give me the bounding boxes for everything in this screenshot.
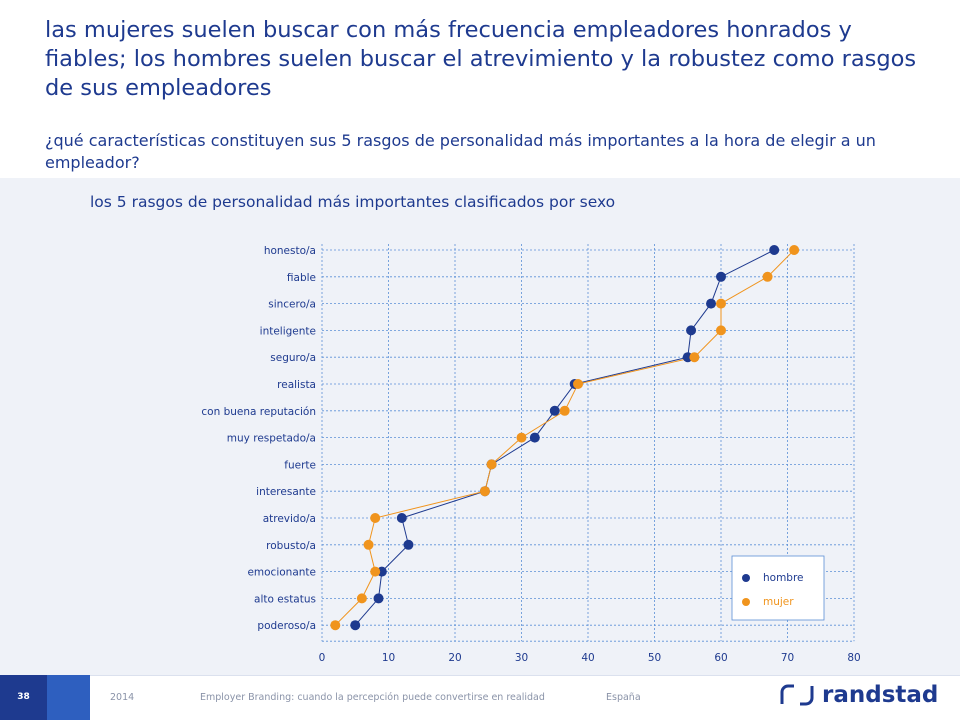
point-mujer [762,271,773,282]
dot-plot-chart: honesto/a fiable sincero/a inteligente segur… [201,244,861,664]
slide-question: ¿qué características constituyen sus 5 r… [45,131,876,172]
point-mujer [486,459,497,470]
point-mujer [689,352,700,363]
point-mujer [789,245,800,255]
grid-layer [321,244,855,642]
category-label: poderoso/a [257,620,316,632]
chart-subtitle: los 5 rasgos de personalidad más importa… [90,193,616,211]
legend-hombre-label: hombre [763,572,804,584]
point-hombre [769,245,780,255]
category-label: inteligente [260,325,316,337]
randstad-logo: randstad [780,682,938,708]
category-labels: honesto/a fiable sincero/a inteligente segur… [201,245,316,632]
category-label: fuerte [284,459,316,471]
point-mujer [516,432,527,443]
page-number: 38 [0,675,47,720]
footer-year: 2014 [110,692,135,703]
point-mujer [330,620,341,631]
footer-accent-block [47,675,90,720]
point-mujer [573,379,584,389]
x-tick-label: 80 [847,652,860,664]
point-hombre [396,513,407,523]
randstad-logo-icon [780,684,814,706]
category-label: con buena reputación [201,406,316,418]
point-hombre [373,593,384,604]
point-hombre [529,432,540,443]
category-label: fiable [287,272,316,284]
point-hombre [549,405,560,416]
x-tick-label: 60 [714,652,727,664]
category-label: alto estatus [254,593,316,605]
x-tick-label: 70 [781,652,794,664]
category-label: interesante [256,486,316,498]
point-mujer [716,298,726,309]
x-tick-label: 0 [319,652,326,664]
point-mujer [356,593,367,604]
footer-bar [0,675,960,721]
series-line-mujer [334,249,795,626]
slide-title: las mujeres suelen buscar con más frecue… [45,17,917,101]
footer-report-title: Employer Branding: cuando la percepción … [200,692,545,703]
legend-box [731,555,825,621]
point-mujer [559,405,570,416]
category-label: realista [277,379,316,391]
category-label: sincero/a [268,299,316,311]
footer-country: España [606,692,641,703]
point-hombre [350,620,361,631]
point-mujer [370,513,381,523]
x-tick-label: 40 [581,652,594,664]
category-label: muy respetado/a [227,433,316,445]
series-lines [334,249,795,626]
category-label: atrevido/a [263,513,316,525]
category-label: robusto/a [266,540,316,552]
x-tick-label: 20 [448,652,461,664]
x-tick-labels: 0 10 20 30 40 50 60 70 80 [319,652,861,664]
point-mujer [716,325,726,336]
x-tick-label: 30 [515,652,528,664]
legend-mujer-label: mujer [763,596,794,608]
data-points [330,245,800,631]
legend-mujer-marker [742,598,750,606]
point-mujer [479,486,490,497]
category-label: emocionante [247,567,316,579]
point-hombre [403,539,414,550]
point-hombre [706,298,717,309]
point-mujer [370,566,381,577]
category-label: seguro/a [270,352,316,364]
randstad-logo-text: randstad [822,682,939,708]
point-hombre [686,325,697,336]
chart-legend: hombre mujer [731,555,825,621]
x-tick-label: 50 [648,652,661,664]
x-tick-label: 10 [382,652,395,664]
point-hombre [716,271,726,282]
category-label: honesto/a [264,245,316,257]
legend-hombre-marker [742,574,750,582]
point-mujer [363,539,374,550]
